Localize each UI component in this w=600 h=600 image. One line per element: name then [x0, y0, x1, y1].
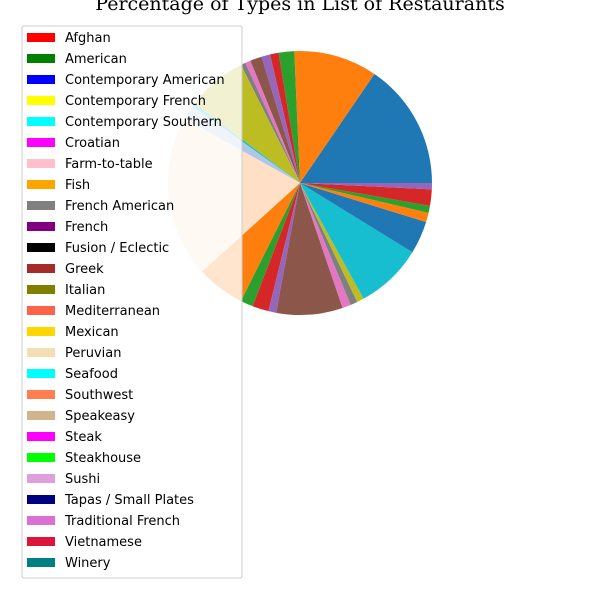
legend-label: Traditional French — [64, 514, 180, 529]
legend-swatch — [27, 138, 55, 147]
legend-label: Croatian — [65, 136, 120, 151]
pie-slice — [250, 56, 300, 183]
legend-label: Farm-to-table — [65, 157, 153, 172]
legend-swatch — [27, 54, 55, 63]
legend-swatch — [27, 432, 55, 441]
pie-slice — [300, 183, 364, 302]
pie-slice — [269, 52, 300, 184]
legend-label: Fish — [65, 178, 90, 193]
legend-label: Sushi — [65, 472, 100, 487]
legend-swatch — [27, 558, 55, 567]
pie-slice — [240, 183, 300, 307]
pie-slice — [300, 183, 433, 190]
legend-swatch — [27, 285, 55, 294]
legend-swatch — [27, 180, 55, 189]
legend-label: American — [65, 52, 127, 67]
legend-label: Winery — [65, 556, 111, 571]
legend-entries: Afghan American Contemporary American Conte… — [27, 31, 225, 571]
legend-swatch — [27, 222, 55, 231]
legend-swatch — [27, 264, 55, 273]
legend-label: Contemporary Southern — [65, 115, 222, 130]
pie-slice — [300, 183, 432, 206]
legend-swatch — [27, 537, 55, 546]
legend-label: Seafood — [65, 367, 118, 382]
pie-slice — [300, 183, 429, 223]
pie-slice — [261, 54, 300, 184]
legend-swatch — [27, 411, 55, 420]
legend-label: Afghan — [65, 31, 111, 46]
pie-slice — [300, 183, 358, 305]
pie-slice — [252, 183, 300, 312]
legend-swatch — [27, 495, 55, 504]
legend-swatch — [27, 159, 55, 168]
pie-slice — [294, 50, 375, 183]
legend-label: Steakhouse — [65, 451, 141, 466]
legend-swatch — [27, 453, 55, 462]
legend-swatch — [27, 306, 55, 315]
legend-swatch — [27, 117, 55, 126]
legend-swatch — [27, 516, 55, 525]
legend-label: Contemporary French — [65, 94, 206, 109]
pie-slice — [268, 183, 300, 313]
pie-slice — [300, 183, 351, 308]
legend-label: Contemporary American — [65, 73, 225, 88]
pie-slice — [300, 183, 431, 213]
legend-swatch — [27, 348, 55, 357]
legend-label: French — [65, 220, 108, 235]
pie-slice — [240, 62, 300, 183]
legend-label: Fusion / Eclectic — [65, 241, 169, 256]
legend-label: Italian — [65, 283, 105, 298]
legend-swatch — [27, 474, 55, 483]
pie-slice — [300, 73, 432, 183]
legend-swatch — [27, 327, 55, 336]
legend-label: Greek — [65, 262, 104, 277]
pie-slice — [278, 51, 300, 184]
legend-label: Tapas / Small Plates — [64, 493, 194, 508]
legend-swatch — [27, 201, 55, 210]
pie-slice — [276, 183, 343, 315]
legend-label: Vietnamese — [65, 535, 142, 550]
legend-swatch — [27, 369, 55, 378]
legend-label: Mediterranean — [65, 304, 160, 319]
legend-label: Steak — [65, 430, 102, 445]
pie-slice — [300, 183, 427, 253]
legend: Afghan American Contemporary American Conte… — [21, 25, 243, 579]
legend-swatch — [27, 96, 55, 105]
pie-slice — [245, 60, 300, 183]
legend-swatch — [27, 390, 55, 399]
chart-title: Percentage of Types in List of Restauran… — [95, 0, 504, 15]
legend-swatch — [27, 243, 55, 252]
pie-slice — [300, 183, 413, 299]
legend-box — [21, 25, 243, 579]
legend-label: Mexican — [65, 325, 119, 340]
legend-label: French American — [65, 199, 174, 214]
legend-label: Peruvian — [65, 346, 121, 361]
legend-label: Speakeasy — [65, 409, 135, 424]
legend-label: Southwest — [65, 388, 133, 403]
legend-swatch — [27, 75, 55, 84]
legend-swatch — [27, 33, 55, 42]
